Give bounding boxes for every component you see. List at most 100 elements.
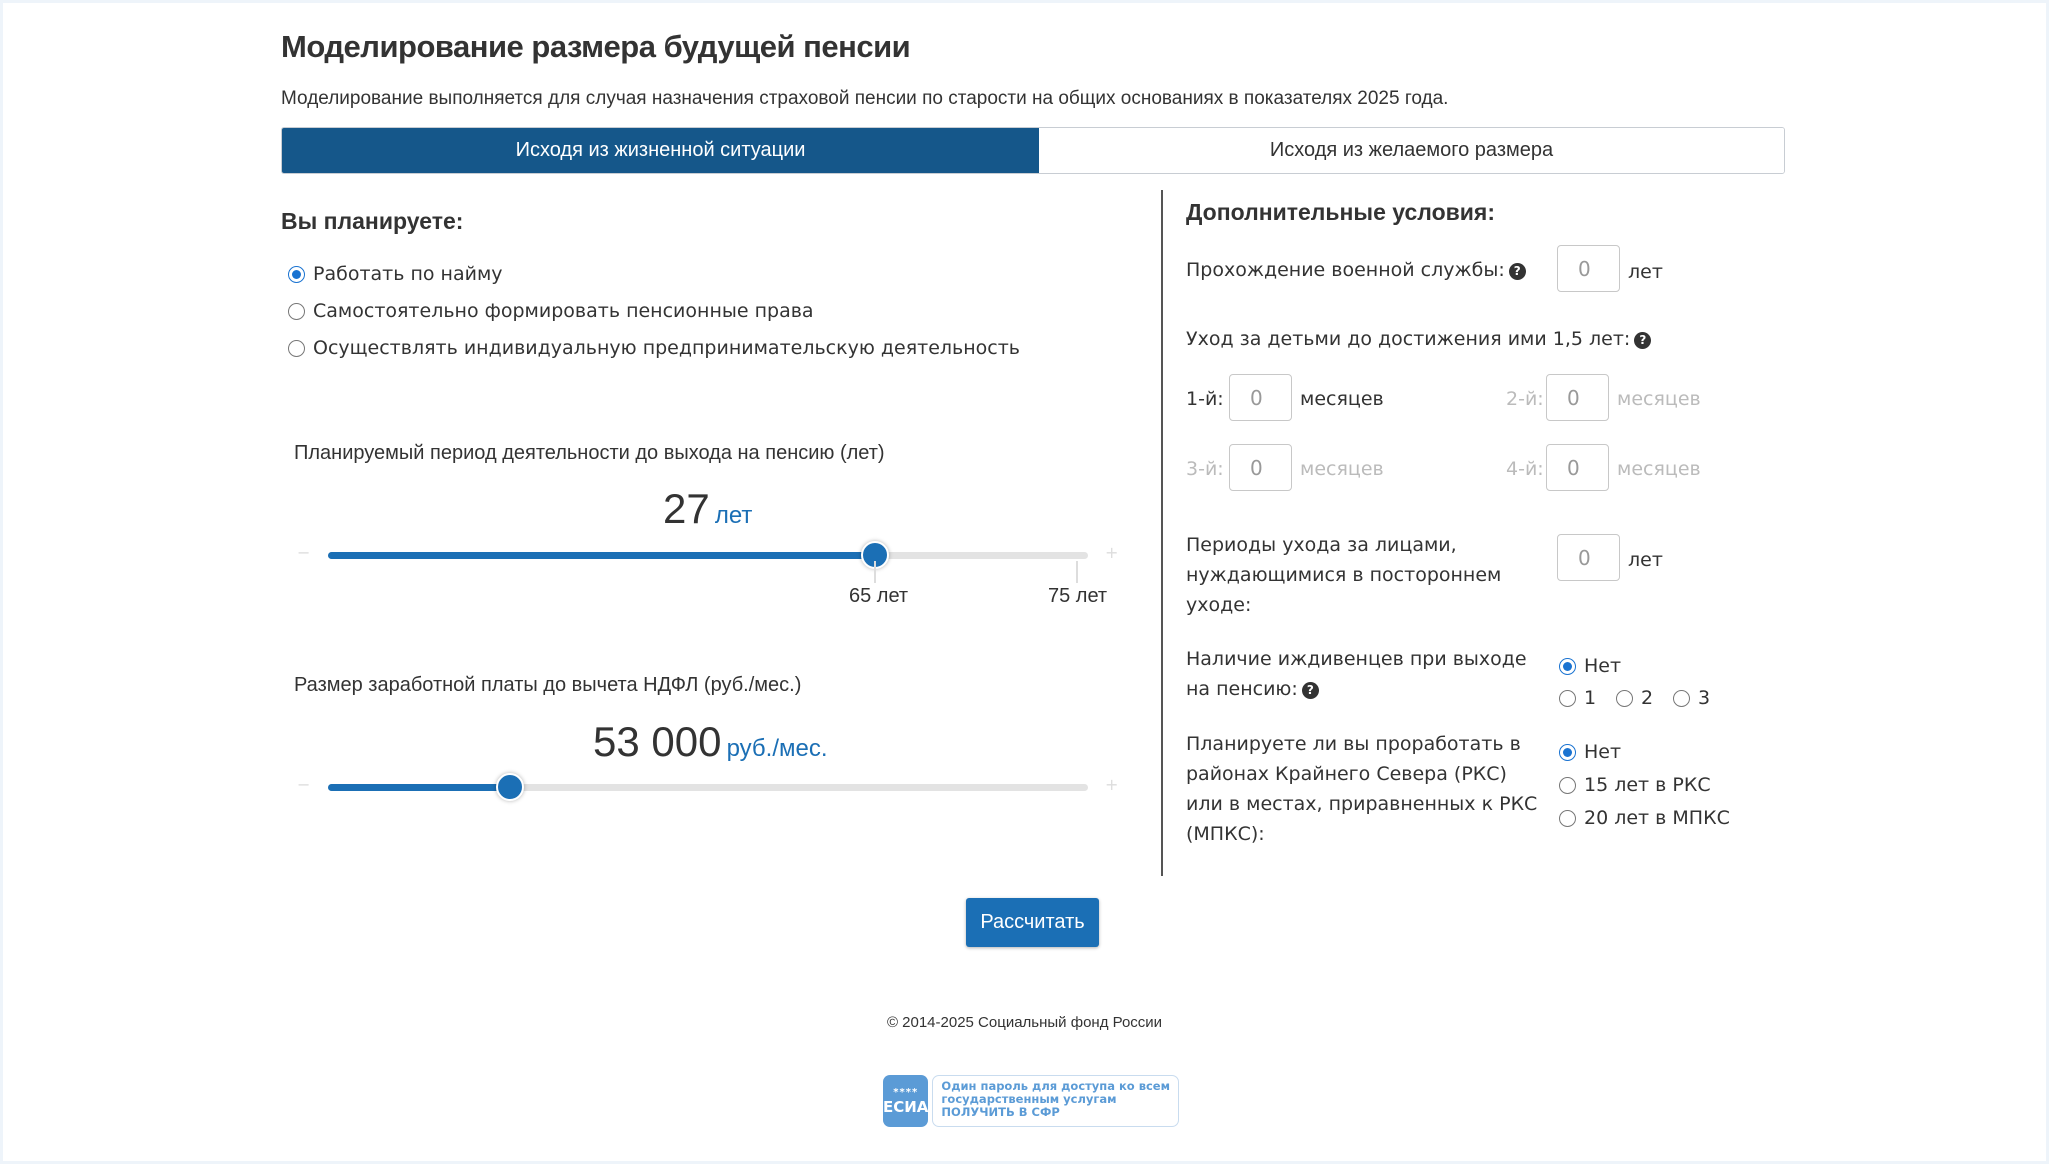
column-divider — [1161, 190, 1163, 876]
salary-value: 53 000 — [593, 718, 722, 765]
tab-desired-amount[interactable]: Исходя из желаемого размера — [1039, 128, 1784, 173]
tick-mark — [874, 561, 876, 583]
radio-unchecked[interactable] — [288, 303, 305, 320]
label-text: Уход за детьми до достижения ими 1,5 лет… — [1186, 328, 1631, 350]
label-line: районах Крайнего Севера (РКС) — [1186, 763, 1507, 785]
tab-life-situation[interactable]: Исходя из жизненной ситуации — [282, 128, 1039, 173]
salary-slider-thumb[interactable] — [496, 773, 525, 801]
child-1-months-input[interactable]: 0 — [1229, 374, 1292, 421]
radio-label: Самостоятельно формировать пенсионные пр… — [313, 300, 814, 322]
help-icon[interactable]: ? — [1508, 263, 1526, 280]
child-4-months-input[interactable]: 0 — [1546, 444, 1609, 491]
help-icon[interactable]: ? — [1301, 682, 1319, 699]
child-4-unit: месяцев — [1617, 458, 1701, 480]
child-3-label: 3-й: — [1186, 458, 1224, 480]
child-1-unit: месяцев — [1300, 388, 1384, 410]
north-label: Планируете ли вы проработать в районах К… — [1186, 729, 1537, 849]
child-2-months-input[interactable]: 0 — [1546, 374, 1609, 421]
label-text: Прохождение военной службы: — [1186, 259, 1505, 281]
period-minus-button[interactable]: − — [297, 543, 311, 562]
page-subtitle: Моделирование выполняется для случая наз… — [281, 88, 1449, 109]
radio-option-entrepreneur[interactable]: Осуществлять индивидуальную предпринимат… — [288, 333, 1020, 363]
radio-label: Осуществлять индивидуальную предпринимат… — [313, 337, 1020, 359]
salary-unit: руб./мес. — [726, 735, 828, 762]
label-line: уходе: — [1186, 594, 1252, 616]
label-line: Периоды ухода за лицами, — [1186, 534, 1457, 556]
care-years-input[interactable]: 0 — [1557, 534, 1620, 581]
radio-label: Нет — [1584, 655, 1622, 677]
mode-tabs: Исходя из жизненной ситуации Исходя из ж… — [281, 127, 1785, 174]
radio-option-employed[interactable]: Работать по найму — [288, 259, 503, 289]
care-unit: лет — [1628, 549, 1663, 571]
radio-unchecked[interactable] — [1673, 690, 1690, 707]
esia-stars: **** — [893, 1086, 919, 1098]
period-unit: лет — [714, 502, 753, 529]
salary-slider[interactable] — [328, 773, 1088, 801]
radio-checked[interactable] — [288, 266, 305, 283]
radio-label: 20 лет в МПКС — [1584, 807, 1730, 829]
child-4-label: 4-й: — [1506, 458, 1544, 480]
radio-label: 3 — [1698, 687, 1711, 709]
military-years-input[interactable]: 0 — [1557, 245, 1620, 292]
label-line: Наличие иждивенцев при выходе — [1186, 648, 1527, 670]
label-line: Планируете ли вы проработать в — [1186, 733, 1521, 755]
dependents-label: Наличие иждивенцев при выходе на пенсию:… — [1186, 644, 1527, 704]
salary-value-display: 53 000 руб./мес. — [593, 718, 828, 766]
care-label: Периоды ухода за лицами, нуждающимися в … — [1186, 530, 1501, 620]
radio-unchecked[interactable] — [1559, 690, 1576, 707]
period-label: Планируемый период деятельности до выход… — [294, 442, 885, 464]
tick-mark — [1076, 561, 1078, 583]
radio-label: Работать по найму — [313, 263, 503, 285]
label-line: (МПКС): — [1186, 823, 1265, 845]
radio-unchecked[interactable] — [1559, 777, 1576, 794]
radio-label: Нет — [1584, 741, 1622, 763]
esia-banner[interactable]: **** ЕСИА Один пароль для доступа ко все… — [883, 1075, 1180, 1127]
tick-label-65: 65 лет — [849, 585, 909, 607]
radio-unchecked[interactable] — [1559, 810, 1576, 827]
period-slider-fill — [328, 552, 876, 559]
military-unit: лет — [1628, 261, 1663, 283]
label-line: нуждающимися в постороннем — [1186, 564, 1502, 586]
period-plus-button[interactable]: + — [1105, 543, 1119, 562]
additional-heading: Дополнительные условия: — [1186, 199, 1495, 225]
salary-slider-fill — [328, 784, 511, 791]
page: Моделирование размера будущей пенсии Мод… — [3, 3, 2046, 1161]
esia-link[interactable]: ПОЛУЧИТЬ В СФР — [941, 1105, 1060, 1119]
esia-line: Один пароль для доступа ко всем — [941, 1079, 1171, 1093]
salary-minus-button[interactable]: − — [297, 775, 311, 794]
child-3-months-input[interactable]: 0 — [1229, 444, 1292, 491]
radio-checked[interactable] — [1559, 744, 1576, 761]
dependents-option-3[interactable]: 3 — [1673, 683, 1710, 713]
esia-logo: **** ЕСИА — [883, 1075, 929, 1127]
north-option-mpks[interactable]: 20 лет в МПКС — [1559, 803, 1730, 833]
calculate-button[interactable]: Рассчитать — [966, 898, 1099, 947]
period-value-display: 27 лет — [663, 485, 752, 533]
plan-heading: Вы планируете: — [281, 208, 464, 234]
dependents-option-2[interactable]: 2 — [1616, 683, 1653, 713]
dependents-option-none[interactable]: Нет — [1559, 651, 1621, 681]
military-label: Прохождение военной службы:? — [1186, 255, 1526, 285]
period-slider[interactable] — [328, 541, 1088, 569]
child-2-label: 2-й: — [1506, 388, 1544, 410]
period-value: 27 — [663, 485, 710, 532]
radio-option-self[interactable]: Самостоятельно формировать пенсионные пр… — [288, 296, 814, 326]
footer-copyright: © 2014-2025 Социальный фонд России — [886, 1014, 1163, 1031]
esia-text: Один пароль для доступа ко всем государс… — [932, 1075, 1180, 1127]
help-icon[interactable]: ? — [1634, 332, 1652, 349]
north-option-rks[interactable]: 15 лет в РКС — [1559, 770, 1711, 800]
dependents-option-1[interactable]: 1 — [1559, 683, 1596, 713]
esia-logo-text: ЕСИА — [883, 1097, 929, 1116]
esia-line: государственным услугам — [941, 1092, 1117, 1106]
radio-unchecked[interactable] — [288, 340, 305, 357]
child-3-unit: месяцев — [1300, 458, 1384, 480]
radio-label: 2 — [1641, 687, 1654, 709]
radio-unchecked[interactable] — [1616, 690, 1633, 707]
radio-checked[interactable] — [1559, 658, 1576, 675]
radio-label: 1 — [1584, 687, 1597, 709]
salary-plus-button[interactable]: + — [1105, 775, 1119, 794]
radio-label: 15 лет в РКС — [1584, 774, 1711, 796]
child-1-label: 1-й: — [1186, 388, 1224, 410]
tick-label-75: 75 лет — [1048, 585, 1108, 607]
north-option-none[interactable]: Нет — [1559, 737, 1621, 767]
salary-label: Размер заработной платы до вычета НДФЛ (… — [294, 674, 802, 696]
